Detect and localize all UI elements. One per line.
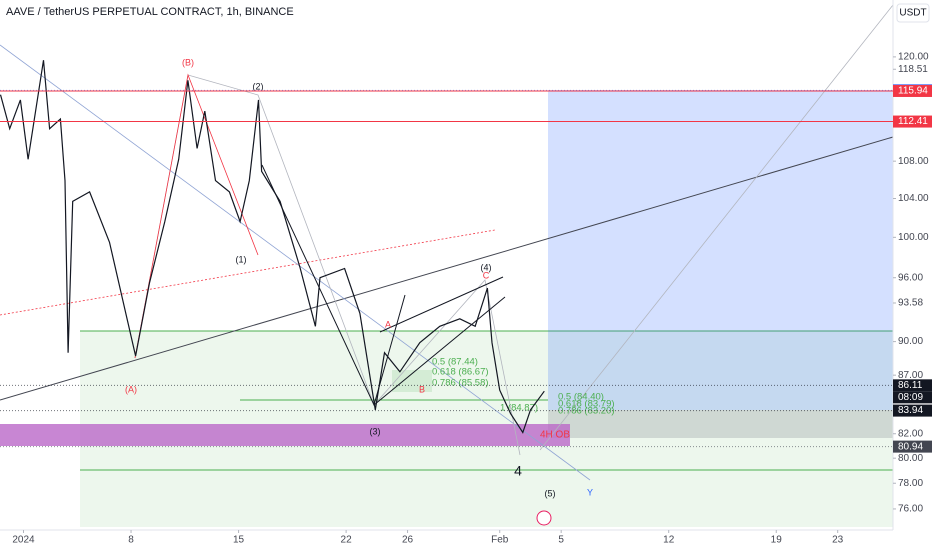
annotations: (B) (2) (1) (A) A B (4) C (3) 4 (5) Y 0.… xyxy=(125,57,615,498)
y-tick-label: 78.00 xyxy=(898,478,923,489)
wedge xyxy=(373,296,506,406)
wave-label: (3) xyxy=(370,426,381,436)
fib-box xyxy=(392,370,432,392)
y-tick-label: 96.00 xyxy=(898,272,923,283)
y-tick-label: 90.00 xyxy=(898,336,923,347)
price-tag-label: 115.94 xyxy=(898,86,928,97)
y-tick-label: 93.58 xyxy=(898,298,923,309)
wave-label: (2) xyxy=(253,81,264,91)
fib-label: 0.786 (85.58) xyxy=(432,378,489,389)
y-tick-label: 80.00 xyxy=(898,453,923,464)
fib-label: 0.786 (83.20) xyxy=(558,406,615,417)
event-icon[interactable] xyxy=(536,510,552,526)
x-tick-label: 26 xyxy=(402,535,414,546)
trend-line xyxy=(0,136,894,401)
trend-line xyxy=(0,44,591,481)
x-tick-label: 5 xyxy=(558,535,564,546)
wave-label: 4 xyxy=(514,463,522,479)
x-tick-label: 23 xyxy=(832,535,844,546)
y-tick-label: 76.00 xyxy=(898,504,923,515)
x-tick-label: 19 xyxy=(771,535,783,546)
target-zone xyxy=(548,90,893,410)
price-tag xyxy=(893,404,932,417)
x-tick-label: 15 xyxy=(233,535,245,546)
trend-line xyxy=(0,229,496,316)
x-tick-label: Feb xyxy=(491,535,509,546)
price-tag xyxy=(893,379,932,392)
ob-label: 4H OB xyxy=(540,430,570,441)
wave-label: (4) xyxy=(481,262,492,272)
currency-button[interactable] xyxy=(896,3,930,23)
wave-label: (A) xyxy=(125,384,137,394)
x-tick-label: 8 xyxy=(128,535,134,546)
fib-label: 0.618 (83.79) xyxy=(558,399,615,410)
symbol-title: AAVE / TetherUS PERPETUAL CONTRACT, 1h, … xyxy=(6,6,294,18)
countdown-tag xyxy=(893,391,932,404)
y-tick-label: 118.51 xyxy=(898,64,928,75)
y-tick-label: 108.00 xyxy=(898,156,929,167)
y-tick-label: 87.00 xyxy=(898,370,923,381)
fib-label: 1 (84.87) xyxy=(500,403,538,414)
zones xyxy=(0,90,893,527)
drawings xyxy=(0,4,894,481)
wave-label: A xyxy=(385,319,391,329)
wave-label: B xyxy=(419,384,425,394)
countdown: 08:09 xyxy=(898,392,923,403)
price-tag-label: 80.94 xyxy=(898,441,923,452)
trend-line xyxy=(539,4,894,451)
price-line xyxy=(0,60,545,434)
price-tag-label: 112.41 xyxy=(898,116,928,127)
x-tick-label: 12 xyxy=(663,535,675,546)
wedge xyxy=(379,276,504,333)
price-tag xyxy=(893,84,932,97)
price-tag-label: 86.11 xyxy=(898,380,923,391)
fib-label: 0.618 (86.67) xyxy=(432,367,489,378)
fib-label: 0.5 (84.40) xyxy=(558,392,604,403)
y-tick-label: 120.00 xyxy=(898,52,929,63)
y-tick-label: 104.00 xyxy=(898,193,929,204)
wave-label: (1) xyxy=(236,254,247,264)
price-tag xyxy=(893,440,932,453)
y-tick-label: 82.00 xyxy=(898,428,923,439)
stop-zone xyxy=(548,410,893,438)
wave-path xyxy=(134,73,259,359)
wave-label: (5) xyxy=(545,488,556,498)
order-block xyxy=(0,424,570,446)
wave-label: (B) xyxy=(182,57,194,67)
wave-label: Y xyxy=(587,487,593,497)
fib-label: 0.5 (87.44) xyxy=(432,357,478,368)
x-tick-label: 2024 xyxy=(12,535,35,546)
price-tag-label: 83.94 xyxy=(898,405,923,416)
y-tick-label: 100.00 xyxy=(898,232,929,243)
x-tick-label: 22 xyxy=(341,535,353,546)
wave-label: C xyxy=(483,270,490,280)
price-tag xyxy=(893,115,932,128)
currency[interactable]: USDT xyxy=(899,8,926,19)
